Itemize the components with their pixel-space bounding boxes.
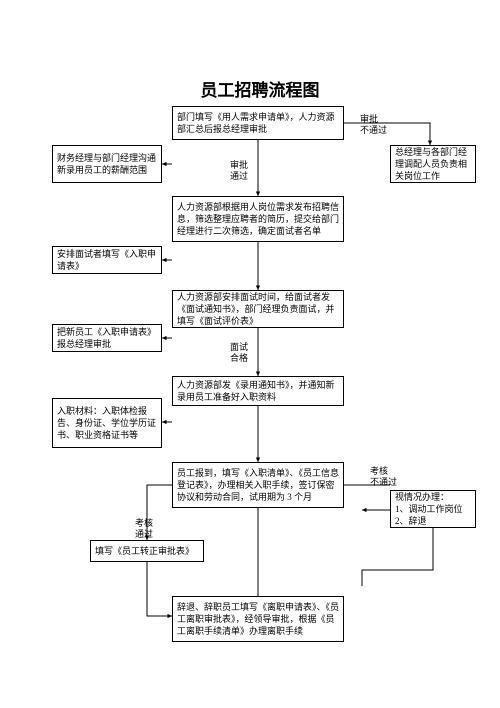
flowchart-node-n3: 人力资源部安排面试时间，给面试者发《面试通知书》，部门经理负责面试，并填写《面试…: [172, 290, 344, 328]
flowchart-node-n7: 辞退、辞职员工填写《离职申请表》、《员工离职审批表》，经领导审批，根据《员工离职…: [172, 596, 344, 642]
flowchart-title: 员工招聘流程图: [170, 76, 350, 101]
edge-label-l_fail1: 审批 不通过: [360, 114, 387, 137]
edge-label-l_pass2: 面试 合格: [230, 342, 248, 365]
edge-label-l_pass1: 审批 通过: [230, 160, 248, 183]
flowchart-node-n6: 填写《员工转正审批表》: [90, 540, 204, 562]
edge-label-l_fail3: 考核 不通过: [370, 466, 397, 489]
flowchart-node-n4: 人力资源部发《录用通知书》，并通知新录用员工准备好入职资料: [172, 376, 344, 406]
flowchart-node-nrej: 总经理与各部门经理调配人员负责相关岗位工作: [390, 145, 476, 183]
flowchart-node-side4: 入职材料：入职体检报告、身份证、学位学历证书、职业资格证书等: [52, 398, 162, 448]
flowchart-node-side1: 财务经理与部门经理沟通新录用员工的薪酬范围: [52, 145, 162, 183]
edge-label-l_pass3: 考核 通过: [135, 518, 153, 541]
flowchart-node-side5: 视情况办理：1、调动工作岗位2、辞退: [390, 490, 476, 528]
flowchart-node-side3: 把新员工《入职申请表》报总经理审批: [52, 324, 162, 352]
flowchart-node-n2: 人力资源部根据用人岗位需求发布招聘信息，筛选整理应聘者的简历，提交给部门经理进行…: [172, 196, 344, 242]
flowchart-node-side2: 安排面试者填写《入职申请表》: [52, 246, 162, 274]
flowchart-node-n1: 部门填写《用人需求申请单》，人力资源部汇总后报总经理审批: [172, 106, 344, 140]
flowchart-stage: 员工招聘流程图 部门填写《用人需求申请单》，人力资源部汇总后报总经理审批财务经理…: [0, 0, 500, 708]
flowchart-node-n5: 员工报到，填写《入职清单》、《员工信息登记表》，办理相关入职手续，签订保密协议和…: [172, 462, 344, 508]
